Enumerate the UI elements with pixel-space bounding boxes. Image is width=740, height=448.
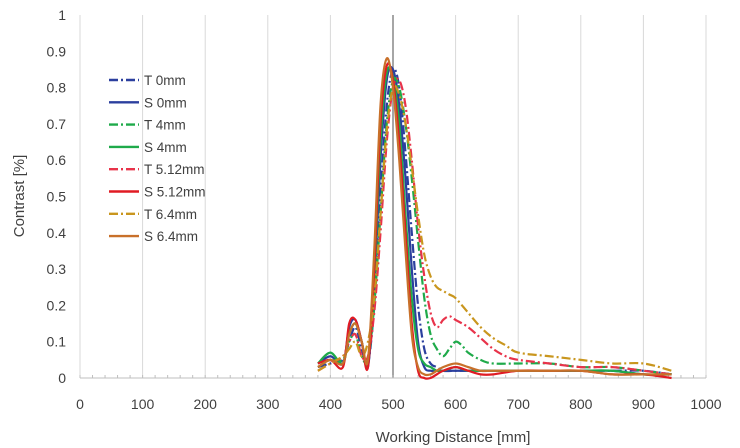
x-tick-label: 400 (319, 396, 343, 412)
legend-label: T 4mm (144, 118, 186, 133)
y-tick-label: 0.8 (47, 80, 67, 96)
legend-label: S 4mm (144, 140, 187, 155)
y-tick-label: 0.2 (47, 297, 67, 313)
legend-label: T 6.4mm (144, 207, 197, 222)
y-tick-label: 0.9 (47, 43, 67, 59)
y-tick-label: 0.7 (47, 116, 67, 132)
x-tick-label: 300 (256, 396, 280, 412)
legend-label: T 0mm (144, 73, 186, 88)
y-tick-label: 0.1 (47, 334, 67, 350)
x-tick-label: 100 (131, 396, 155, 412)
x-axis-title: Working Distance [mm] (376, 429, 531, 446)
x-tick-labels: 0 100 200 300 400 500 600 700 800 900 1000 (76, 396, 722, 412)
x-tick-label: 0 (76, 396, 84, 412)
x-tick-label: 500 (381, 396, 405, 412)
legend-label: S 6.4mm (144, 229, 198, 244)
y-tick-label: 1 (58, 7, 66, 23)
y-tick-label: 0.5 (47, 189, 67, 205)
series-line-7 (317, 84, 672, 372)
y-tick-label: 0.6 (47, 152, 67, 168)
y-axis-title: Contrast [%] (11, 155, 28, 238)
x-tick-label: 600 (444, 396, 468, 412)
y-tick-label: 0.4 (47, 225, 67, 241)
legend-label: S 0mm (144, 95, 187, 110)
series-line-5 (317, 77, 672, 376)
x-tick-label: 1000 (690, 396, 721, 412)
series-line-8 (317, 57, 672, 377)
legend-label: T 5.12mm (144, 162, 205, 177)
legend-label: S 5.12mm (144, 185, 206, 200)
y-tick-labels: 0 0.1 0.2 0.3 0.4 0.5 0.6 0.7 0.8 0.9 1 (47, 7, 67, 386)
x-tick-label: 800 (569, 396, 593, 412)
x-tick-label: 700 (507, 396, 531, 412)
x-tick-label: 900 (632, 396, 656, 412)
x-tick-label: 200 (194, 396, 218, 412)
legend: T 0mm S 0mm T 4mm S 4mm T 5.12mm S 5.12mm T 6.… (109, 73, 206, 244)
y-tick-label: 0.3 (47, 261, 67, 277)
y-tick-label: 0 (58, 370, 66, 386)
series-line-1 (317, 67, 672, 376)
series-lines (317, 57, 672, 380)
